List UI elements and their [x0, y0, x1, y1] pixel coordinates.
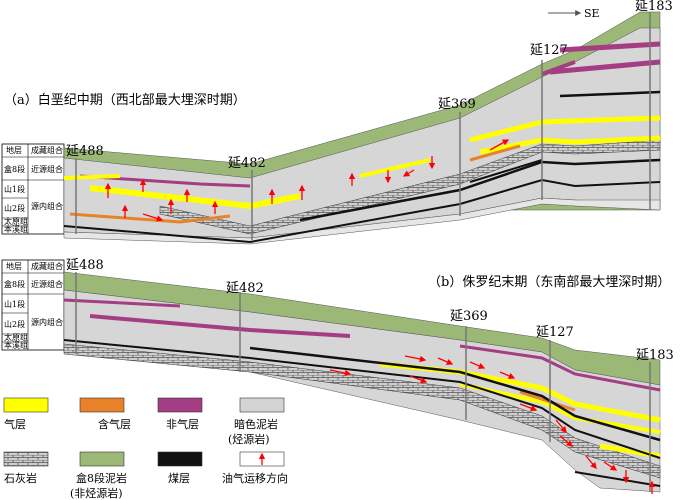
- table-unit: 盒8段: [4, 279, 25, 289]
- legend-swatch-coal: [157, 451, 203, 467]
- coal-seam-a: [469, 159, 543, 183]
- panel-b-title: （b）侏罗纪末期（东南部最大埋深时期）: [428, 274, 670, 290]
- legend-label-sub: (烃源岩): [228, 432, 270, 446]
- table-unit: 本溪组: [4, 224, 28, 234]
- migration-arrow: [585, 455, 597, 469]
- non-gas-layer-b: [89, 314, 351, 338]
- coal-seam-a: [559, 90, 661, 98]
- legend-label-sub: (非烃源岩): [70, 486, 123, 500]
- migration-arrow: [519, 403, 538, 412]
- strat-table-a: 地层 成藏组合 盒8段 近源组合 山1段 源内组合 山2段 太原组 本溪组: [1, 143, 65, 235]
- migration-arrow: [402, 169, 415, 177]
- migration-arrow: [603, 461, 618, 471]
- gas-layer-a: [89, 185, 301, 210]
- legend-label: 气层: [4, 417, 26, 431]
- limestone-b: [63, 343, 661, 479]
- well-label: 延488: [66, 144, 104, 159]
- well-label: 延183: [636, 348, 674, 363]
- well-label: 延482: [226, 281, 264, 296]
- migration-arrow: [404, 355, 427, 363]
- table-combo: 近源组合: [31, 279, 63, 289]
- gas-layer-a: [479, 135, 661, 155]
- legend-label: 含气层: [98, 417, 131, 431]
- legend-swatch-gas-bearing: [79, 397, 125, 413]
- gas-layer-a: [63, 174, 121, 180]
- migration-arrow: [469, 361, 486, 369]
- panel-b: （b）侏罗纪末期（东南部最大埋深时期） 地层 成藏组合 盒8段 近源组合 山1段…: [1, 258, 674, 494]
- gas-bearing-layer-b: [519, 390, 576, 412]
- non-gas-layer-b: [63, 298, 181, 308]
- non-gas-layer-b: [459, 344, 661, 392]
- legend-swatch-non-gas: [157, 397, 203, 413]
- migration-arrow: [555, 419, 567, 433]
- coal-seam-a: [63, 178, 661, 244]
- table-unit: 山1段: [4, 184, 25, 194]
- coal-seam-b: [574, 471, 661, 487]
- well-label: 延127: [530, 43, 568, 58]
- non-gas-layer-a: [549, 59, 661, 75]
- legend-swatch-limestone: [3, 451, 49, 467]
- migration-arrows-b: [329, 355, 656, 494]
- migration-arrow: [142, 213, 164, 222]
- legend-label: 非气层: [166, 417, 199, 431]
- legend-label: 石灰岩: [4, 471, 37, 485]
- legend: 气层 含气层 非气层 暗色泥岩 (烃源岩) 石灰岩 盒8段泥岩 (非烃源岩) 煤…: [3, 397, 288, 500]
- table-combo: 源内组合: [31, 201, 63, 211]
- non-gas-layer-a: [541, 60, 576, 76]
- migration-arrow: [409, 375, 428, 384]
- coal-seam-b: [249, 346, 661, 442]
- table-unit: 山1段: [4, 299, 25, 309]
- well-label: 延369: [450, 309, 488, 324]
- gas-bearing-layer-a: [469, 144, 521, 162]
- non-gas-layer-a: [79, 174, 251, 188]
- table-unit: 盒8段: [4, 164, 25, 174]
- table-header-strata: 地层: [6, 261, 22, 271]
- legend-label: 盒8段泥岩: [76, 471, 127, 485]
- gas-bearing-layer-a: [69, 212, 231, 224]
- gas-layer-b: [459, 382, 661, 434]
- well-label: 延482: [228, 156, 266, 171]
- panel-a-title: （a）白垩纪中期（西北部最大埋深时期）: [4, 92, 246, 108]
- table-combo: 源内组合: [31, 317, 63, 327]
- migration-arrow: [437, 357, 454, 365]
- source-rock-body-b: [63, 289, 661, 493]
- non-gas-layer-a: [559, 41, 661, 53]
- well-label: 延369: [438, 97, 476, 112]
- migration-arrows-a: [104, 139, 510, 222]
- table-unit: 本溪组: [4, 340, 28, 350]
- table-combo: 近源组合: [31, 164, 63, 174]
- table-header-combo: 成藏组合: [31, 261, 63, 271]
- table-unit: 山2段: [4, 203, 25, 213]
- well-label: 延488: [66, 258, 104, 273]
- migration-arrow: [329, 369, 352, 377]
- legend-swatch-he8-mudstone: [79, 451, 125, 467]
- legend-swatch-gas: [3, 397, 49, 413]
- strat-table-b: 地层 成藏组合 盒8段 近源组合 山1段 源内组合 山2段 太原组 本溪组: [1, 259, 65, 351]
- panel-a: （a）白垩纪中期（西北部最大埋深时期） 地层 成藏组合 盒8段 近源组合 山1段…: [1, 0, 673, 245]
- direction-indicator: SE: [548, 7, 600, 20]
- migration-arrow: [489, 139, 510, 151]
- table-header-strata: 地层: [6, 145, 22, 155]
- table-unit: 太原组: [4, 332, 28, 342]
- migration-arrow: [559, 435, 573, 447]
- well-label: 延183: [635, 0, 673, 14]
- table-unit: 太原组: [4, 216, 28, 226]
- legend-label: 暗色泥岩: [234, 417, 278, 431]
- migration-arrow: [499, 371, 516, 379]
- well-label: 延127: [536, 325, 574, 340]
- legend-label: 油气运移方向: [222, 471, 288, 485]
- legend-label: 煤层: [168, 472, 190, 485]
- table-header-combo: 成藏组合: [31, 145, 63, 155]
- legend-swatch-dark-mudstone: [239, 397, 285, 413]
- table-unit: 山2段: [4, 319, 25, 329]
- gas-layer-a: [359, 158, 431, 178]
- direction-label: SE: [584, 7, 600, 20]
- coal-seam-b: [63, 339, 661, 459]
